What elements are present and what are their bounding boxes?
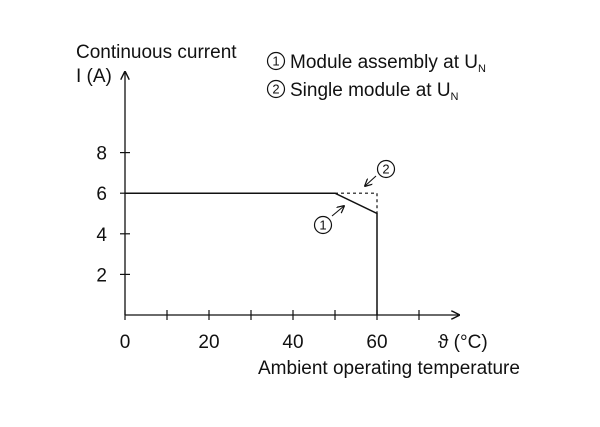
legend-item-1: 1 Module assembly at UN [266,51,486,75]
series-line-1 [125,192,378,315]
legend-item-2: 2 Single module at UN [266,79,459,103]
legend-text-2: Single module at U [290,80,451,101]
legend-text-1: Module assembly at U [290,52,478,73]
x-tick-label-1: 20 [198,332,219,353]
callout-1-arrow [331,206,344,217]
legend-label-2: Single module at UN [290,80,459,103]
series-line-2 [335,192,378,214]
y-tick-label-0: 2 [96,265,107,286]
legend: 1 Module assembly at UN 2 Single module … [266,51,486,103]
y-tick-label-1: 4 [96,225,107,246]
legend-marker-2: 2 [272,82,279,97]
y-axis-unit: I (A) [76,66,112,87]
legend-marker-1: 1 [272,54,279,69]
y-tick-label-2: 6 [96,184,107,205]
y-tick-label-3: 8 [96,144,107,165]
callout-1: 1 [313,206,345,235]
x-tick-label-3: 60 [366,332,387,353]
legend-marker-2-circle [266,79,286,99]
callout-1-marker: 1 [319,218,326,233]
x-tick-label-2: 40 [282,332,303,353]
callout-2-arrow [365,175,377,186]
x-axis-title: Ambient operating temperature [258,358,520,379]
callout-2-circle [376,159,396,179]
y-axis-title: Continuous current [76,42,237,63]
legend-label-1: Module assembly at UN [290,52,486,75]
legend-sub-2: N [451,91,459,103]
legend-marker-1-circle [266,51,286,71]
x-axis-unit: ϑ (°C) [438,332,488,353]
callout-2-marker: 2 [382,162,389,177]
x-tick-label-0: 0 [120,332,131,353]
callout-2: 2 [365,159,396,187]
legend-sub-1: N [478,63,486,75]
callout-1-circle [313,215,333,235]
